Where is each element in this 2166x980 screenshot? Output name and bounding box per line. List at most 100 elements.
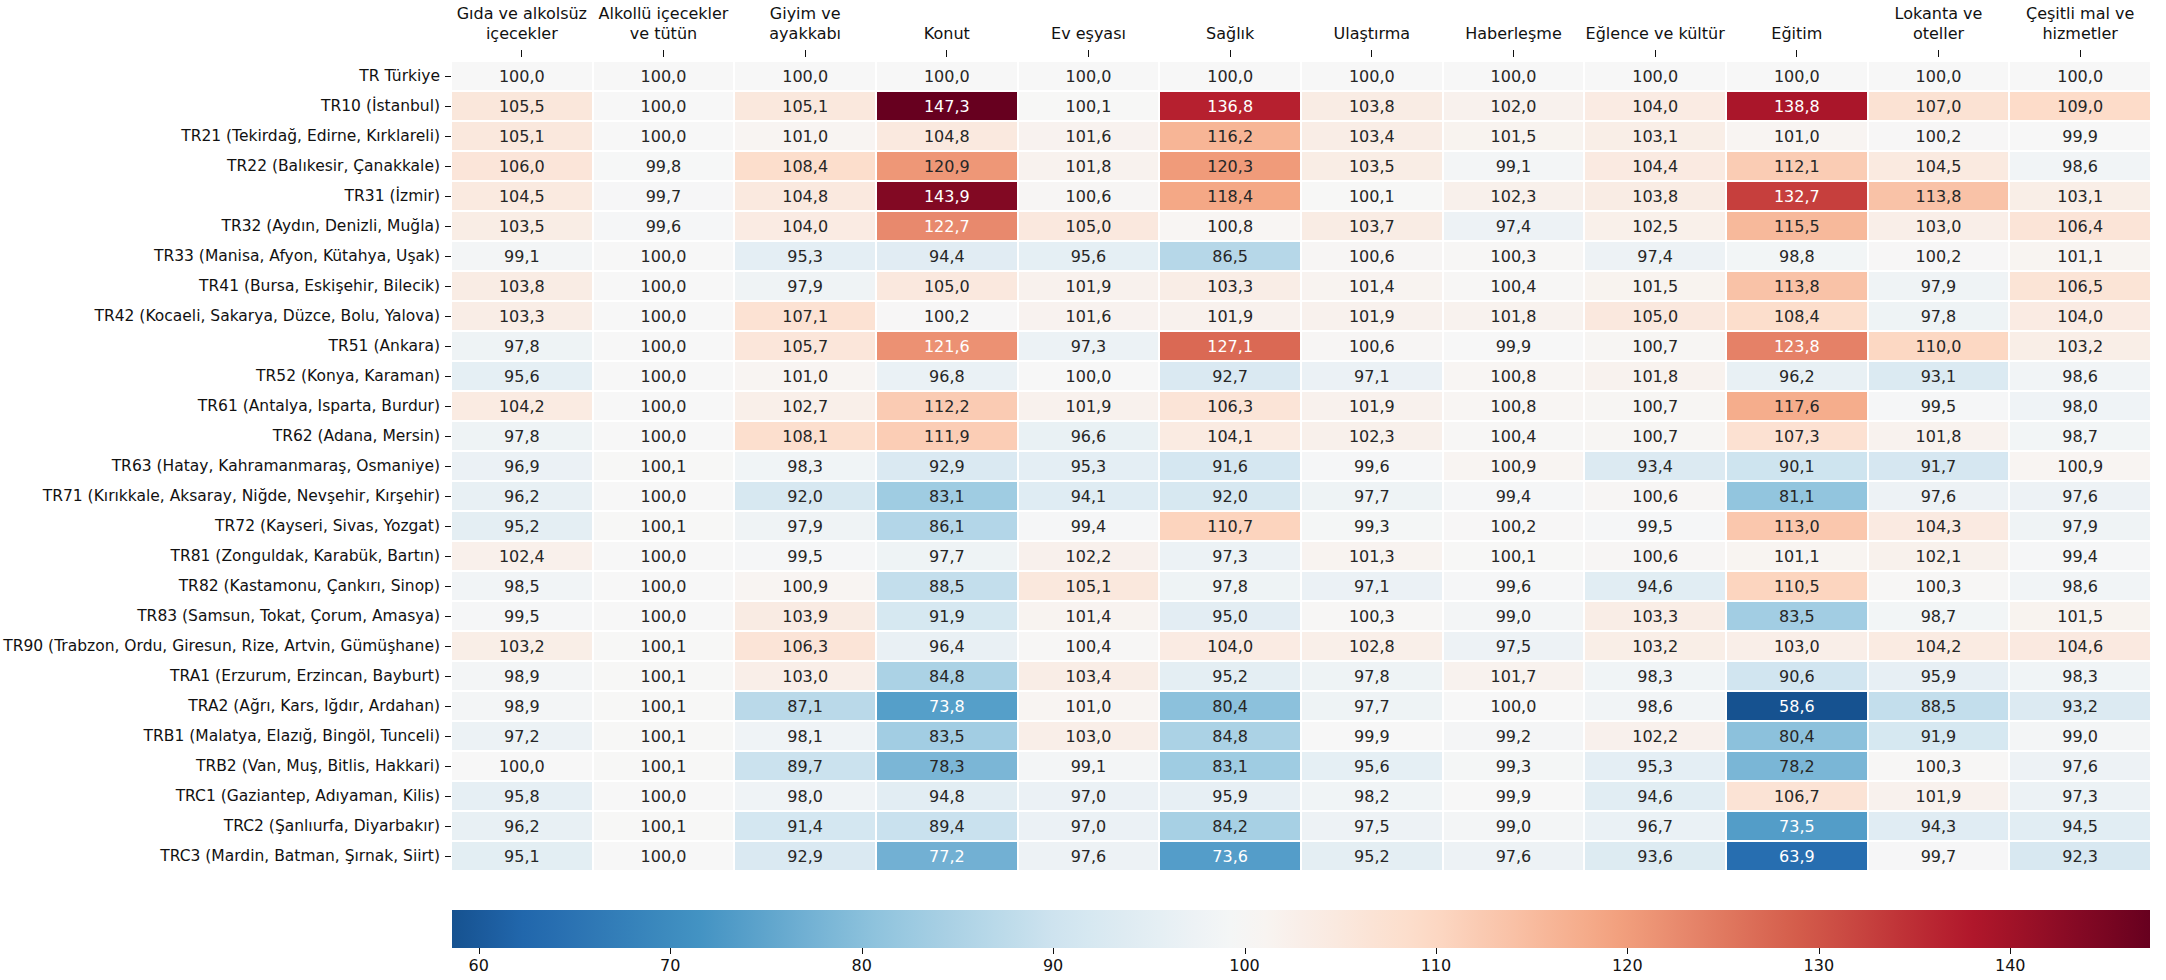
heatmap-cell: 123,8 xyxy=(1727,332,1867,360)
heatmap-cell: 100,6 xyxy=(1302,332,1442,360)
heatmap-cell: 106,3 xyxy=(735,632,875,660)
heatmap-cell: 104,0 xyxy=(1585,92,1725,120)
heatmap-cell: 77,2 xyxy=(877,842,1017,870)
column-header: Eğlence ve kültür xyxy=(1585,0,1725,46)
row-label-text: TRB1 (Malatya, Elazığ, Bingöl, Tunceli) xyxy=(144,727,440,745)
heatmap-cell: 95,6 xyxy=(1302,752,1442,780)
heatmap-cell: 103,1 xyxy=(2010,182,2150,210)
heatmap-cell: 100,1 xyxy=(594,632,734,660)
column-header: Lokanta ve oteller xyxy=(1869,0,2009,46)
row-label: TR82 (Kastamonu, Çankırı, Sinop) xyxy=(0,572,452,600)
row-label: TR81 (Zonguldak, Karabük, Bartın) xyxy=(0,542,452,570)
heatmap-cell: 105,1 xyxy=(452,122,592,150)
heatmap-cell: 100,6 xyxy=(1302,242,1442,270)
y-tick-mark xyxy=(445,676,451,677)
heatmap-cell: 100,0 xyxy=(594,572,734,600)
heatmap-cell: 98,8 xyxy=(1727,242,1867,270)
heatmap-cell: 100,0 xyxy=(594,782,734,810)
heatmap-cell: 83,1 xyxy=(877,482,1017,510)
heatmap-cell: 117,6 xyxy=(1727,392,1867,420)
heatmap-cell: 99,5 xyxy=(452,602,592,630)
heatmap-cell: 86,5 xyxy=(1160,242,1300,270)
heatmap-cell: 94,8 xyxy=(877,782,1017,810)
colorbar-tick-label: 90 xyxy=(1043,956,1063,975)
heatmap-cell: 87,1 xyxy=(735,692,875,720)
heatmap-cell: 98,6 xyxy=(2010,362,2150,390)
heatmap-cell: 73,8 xyxy=(877,692,1017,720)
heatmap-cell: 97,5 xyxy=(1444,632,1584,660)
heatmap-cell: 101,8 xyxy=(1019,152,1159,180)
heatmap-cell: 101,9 xyxy=(1869,782,2009,810)
heatmap-cell: 102,1 xyxy=(1869,542,2009,570)
heatmap-cell: 97,5 xyxy=(1302,812,1442,840)
column-header: Alkollü içecekler ve tütün xyxy=(594,0,734,46)
heatmap-cell: 136,8 xyxy=(1160,92,1300,120)
heatmap-cell: 92,3 xyxy=(2010,842,2150,870)
heatmap-cell: 97,6 xyxy=(2010,482,2150,510)
heatmap-cell: 101,4 xyxy=(1019,602,1159,630)
heatmap-cell: 78,3 xyxy=(877,752,1017,780)
heatmap-cell: 105,1 xyxy=(735,92,875,120)
column-header: Konut xyxy=(877,0,1017,46)
heatmap-cell: 104,8 xyxy=(735,182,875,210)
heatmap-cell: 96,6 xyxy=(1019,422,1159,450)
heatmap-cell: 73,5 xyxy=(1727,812,1867,840)
heatmap-cell: 100,1 xyxy=(594,752,734,780)
row-label-text: TRC1 (Gaziantep, Adıyaman, Kilis) xyxy=(176,787,440,805)
heatmap-cell: 97,3 xyxy=(2010,782,2150,810)
heatmap-cell: 100,4 xyxy=(1444,422,1584,450)
heatmap-cell: 94,3 xyxy=(1869,812,2009,840)
heatmap-cell: 98,9 xyxy=(452,662,592,690)
heatmap-cell: 111,9 xyxy=(877,422,1017,450)
y-tick-mark xyxy=(445,376,451,377)
heatmap-cell: 83,1 xyxy=(1160,752,1300,780)
heatmap-cell: 97,1 xyxy=(1302,362,1442,390)
heatmap-cell: 103,0 xyxy=(1727,632,1867,660)
colorbar-tick-label: 70 xyxy=(660,956,680,975)
heatmap-cell: 99,5 xyxy=(1585,512,1725,540)
heatmap-cell: 100,0 xyxy=(594,332,734,360)
heatmap-cell: 100,8 xyxy=(1444,392,1584,420)
x-tick-mark xyxy=(1796,50,1797,57)
heatmap-cell: 98,3 xyxy=(2010,662,2150,690)
y-tick-mark xyxy=(445,646,451,647)
heatmap-cell: 103,8 xyxy=(1302,92,1442,120)
x-tick-mark xyxy=(1230,50,1231,57)
heatmap-cell: 101,7 xyxy=(1444,662,1584,690)
y-tick-mark xyxy=(445,286,451,287)
column-header: Sağlık xyxy=(1160,0,1300,46)
heatmap-cell: 89,7 xyxy=(735,752,875,780)
heatmap-cell: 100,0 xyxy=(594,542,734,570)
row-label-text: TR61 (Antalya, Isparta, Burdur) xyxy=(198,397,440,415)
y-tick-mark xyxy=(445,256,451,257)
heatmap-cell: 99,0 xyxy=(2010,722,2150,750)
column-header: Ulaştırma xyxy=(1302,0,1442,46)
colorbar-tick-mark xyxy=(1245,948,1246,954)
heatmap-cell: 100,0 xyxy=(594,392,734,420)
heatmap-cell: 98,6 xyxy=(1585,692,1725,720)
colorbar-tick-label: 80 xyxy=(851,956,871,975)
heatmap-cell: 91,7 xyxy=(1869,452,2009,480)
heatmap-cell: 98,9 xyxy=(452,692,592,720)
heatmap-cell: 101,1 xyxy=(1727,542,1867,570)
heatmap-cell: 95,9 xyxy=(1160,782,1300,810)
heatmap-cell: 100,0 xyxy=(2010,62,2150,90)
row-label-text: TR52 (Konya, Karaman) xyxy=(256,367,440,385)
y-tick-mark xyxy=(445,586,451,587)
heatmap-cell: 102,0 xyxy=(1444,92,1584,120)
heatmap-cell: 97,7 xyxy=(1302,692,1442,720)
y-tick-mark xyxy=(445,406,451,407)
heatmap-cell: 96,4 xyxy=(877,632,1017,660)
heatmap-cell: 99,0 xyxy=(1444,812,1584,840)
heatmap-cell: 100,9 xyxy=(1444,452,1584,480)
heatmap-cell: 99,7 xyxy=(594,182,734,210)
heatmap-cell: 97,3 xyxy=(1019,332,1159,360)
column-header: Ev eşyası xyxy=(1019,0,1159,46)
colorbar-tick-label: 110 xyxy=(1421,956,1452,975)
heatmap-cell: 103,2 xyxy=(452,632,592,660)
heatmap-cell: 100,8 xyxy=(1160,212,1300,240)
heatmap-cell: 100,1 xyxy=(594,692,734,720)
row-label: TR Türkiye xyxy=(0,62,452,90)
heatmap-cell: 98,3 xyxy=(735,452,875,480)
heatmap-cell: 100,0 xyxy=(594,362,734,390)
